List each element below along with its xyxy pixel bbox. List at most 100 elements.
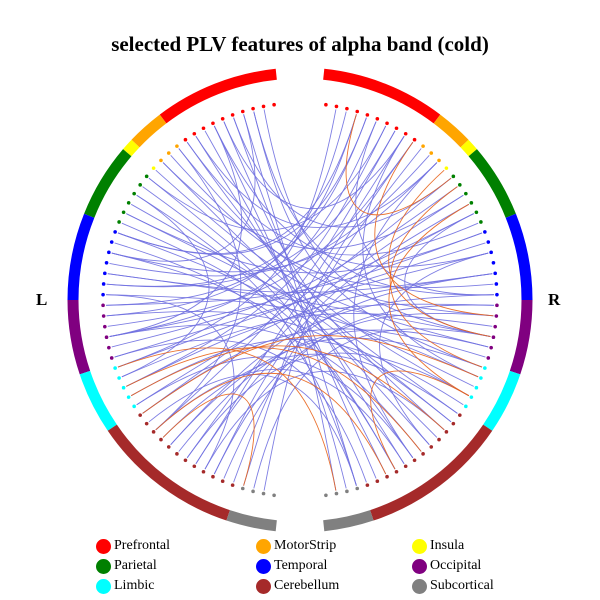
ring-segment-left-parietal xyxy=(84,149,132,218)
node-r-8 xyxy=(403,131,408,136)
negative-link-88 xyxy=(195,273,493,464)
right-hemisphere-label: R xyxy=(548,290,561,309)
positive-link-3 xyxy=(388,203,470,397)
negative-link-35 xyxy=(195,136,405,464)
negative-link-87 xyxy=(178,329,489,452)
node-r-16 xyxy=(464,191,468,196)
positive-link-0 xyxy=(374,141,494,317)
node-r-12 xyxy=(437,158,441,163)
node-l-20 xyxy=(113,230,117,234)
negative-link-71 xyxy=(186,141,479,256)
node-l-53 xyxy=(272,493,276,498)
negative-link-18 xyxy=(106,294,479,378)
node-l-1 xyxy=(261,104,266,109)
node-r-13 xyxy=(444,166,449,170)
node-l-46 xyxy=(201,469,206,474)
node-r-51 xyxy=(345,489,349,494)
negative-link-23 xyxy=(130,338,464,406)
node-l-30 xyxy=(104,335,109,340)
node-r-33 xyxy=(483,366,487,370)
ring-segment-right-subcortical xyxy=(323,510,374,532)
node-l-8 xyxy=(192,131,197,136)
node-l-23 xyxy=(104,260,109,265)
legend-item-motorstrip: MotorStrip xyxy=(256,537,336,555)
node-r-45 xyxy=(403,464,408,469)
positive-link-5 xyxy=(130,345,445,431)
ring-segment-left-insula xyxy=(123,139,140,157)
negative-link-26 xyxy=(170,337,483,446)
legend-label: Subcortical xyxy=(430,578,494,593)
legend-item-prefrontal: Prefrontal xyxy=(96,537,170,555)
legend-item-temporal: Temporal xyxy=(256,557,327,575)
negative-link-85 xyxy=(148,374,357,486)
node-r-37 xyxy=(464,404,468,409)
node-l-14 xyxy=(144,174,149,179)
ring-segment-right-temporal xyxy=(505,213,533,301)
legend-swatch xyxy=(256,538,271,554)
node-r-20 xyxy=(483,230,487,234)
negative-link-89 xyxy=(213,203,470,475)
node-r-40 xyxy=(444,430,449,434)
node-r-5 xyxy=(375,117,380,121)
negative-link-27 xyxy=(186,352,470,459)
positive-link-10 xyxy=(117,347,337,491)
negative-link-6 xyxy=(186,141,470,397)
legend-item-subcortical: Subcortical xyxy=(412,577,494,595)
legend-swatch xyxy=(96,558,111,574)
negative-link-70 xyxy=(233,117,452,228)
ring-segment-left-motorstrip xyxy=(131,114,167,148)
legend-swatch xyxy=(412,538,427,554)
node-r-32 xyxy=(486,356,491,360)
node-r-48 xyxy=(375,479,380,483)
node-r-53 xyxy=(324,493,328,498)
legend-item-limbic: Limbic xyxy=(96,577,154,595)
node-l-11 xyxy=(166,151,171,155)
negative-link-57 xyxy=(253,111,494,296)
node-l-4 xyxy=(230,113,235,117)
negative-link-51 xyxy=(195,136,438,228)
negative-link-55 xyxy=(109,213,474,338)
node-l-51 xyxy=(251,489,255,494)
ring-segment-left-subcortical xyxy=(226,510,277,532)
negative-link-76 xyxy=(114,242,357,486)
node-l-16 xyxy=(132,191,136,196)
node-l-13 xyxy=(151,166,156,170)
region-ring xyxy=(67,68,533,532)
legend-label: Temporal xyxy=(274,558,328,573)
legend-label: Insula xyxy=(430,538,465,553)
negative-link-30 xyxy=(117,114,357,254)
node-l-52 xyxy=(261,491,266,496)
node-l-28 xyxy=(101,314,106,318)
node-r-25 xyxy=(494,282,499,286)
negative-link-50 xyxy=(223,121,405,209)
positive-link-6 xyxy=(126,347,422,452)
legend-label: Limbic xyxy=(114,578,155,593)
negative-link-75 xyxy=(121,222,396,470)
node-l-18 xyxy=(121,210,126,215)
node-r-41 xyxy=(437,437,441,442)
negative-link-56 xyxy=(213,125,489,268)
negative-link-7 xyxy=(253,111,483,368)
legend-label: MotorStrip xyxy=(274,538,337,553)
negative-link-3 xyxy=(213,125,337,491)
node-l-42 xyxy=(166,445,171,449)
node-l-6 xyxy=(211,121,215,126)
negative-link-44 xyxy=(106,232,483,306)
ring-segment-right-cerebellum xyxy=(370,424,493,521)
negative-link-58 xyxy=(148,125,387,231)
negative-link-20 xyxy=(109,324,422,452)
ring-segment-right-prefrontal xyxy=(323,68,441,124)
negative-link-42 xyxy=(186,194,464,459)
node-l-2 xyxy=(251,106,255,111)
node-r-27 xyxy=(495,303,499,308)
legend-swatch xyxy=(412,578,427,594)
negative-link-68 xyxy=(106,294,235,470)
ring-segment-left-cerebellum xyxy=(107,424,230,521)
node-r-21 xyxy=(486,240,491,244)
node-l-34 xyxy=(117,376,121,380)
ring-segment-left-occipital xyxy=(67,299,91,375)
node-r-17 xyxy=(469,201,474,205)
node-l-39 xyxy=(144,421,149,426)
negative-link-31 xyxy=(106,117,367,287)
negative-link-47 xyxy=(170,294,494,445)
